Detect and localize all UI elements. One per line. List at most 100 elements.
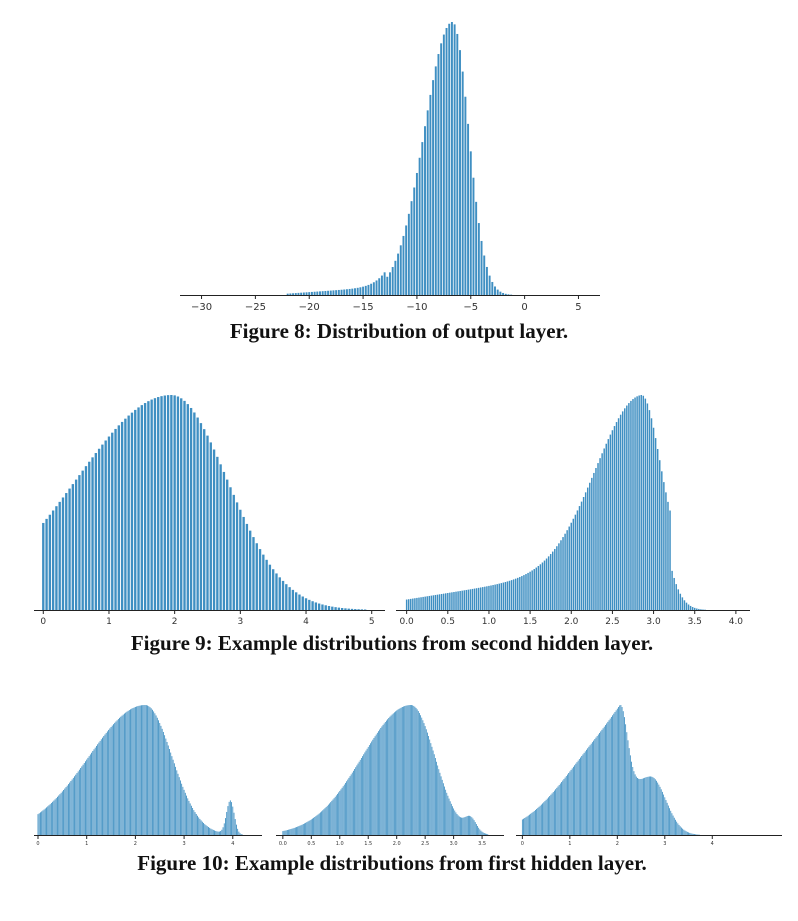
fig9b-bar <box>582 497 585 610</box>
fig10a-bar <box>37 814 39 835</box>
fig9a-bar <box>117 425 120 610</box>
fig9b-bar <box>611 430 614 610</box>
fig10a-bar <box>124 713 125 835</box>
fig9b-bar <box>457 591 459 610</box>
fig10b-bar <box>359 759 361 835</box>
fig10c-bar <box>608 720 610 835</box>
fig10b-bar <box>312 818 313 835</box>
fig9b-bar <box>535 567 538 610</box>
fig10a-bar <box>82 764 84 835</box>
fig10a-bar <box>204 824 206 835</box>
fig10c-bar <box>595 737 597 835</box>
fig9b-bar <box>665 492 667 610</box>
fig10c-tick-label: 2 <box>616 841 619 847</box>
fig10c-bar <box>609 718 611 835</box>
fig10c-bar <box>565 776 567 835</box>
fig10b-bar <box>286 830 288 835</box>
fig10a-bar <box>238 831 240 835</box>
fig10b-bar <box>398 708 400 835</box>
fig9b-bar <box>477 587 480 610</box>
fig10c-bar <box>607 721 609 835</box>
fig9b-bar <box>541 562 544 610</box>
fig8-bar <box>354 288 356 295</box>
fig10c-bar <box>531 812 533 835</box>
fig10b-bar <box>464 817 466 835</box>
fig9a-bar <box>344 608 347 610</box>
fig8-bar <box>324 290 327 295</box>
fig9b-bar <box>702 609 704 610</box>
fig9a-bar <box>193 412 196 610</box>
fig9a-bar <box>120 421 124 610</box>
fig10c-bar <box>692 833 694 835</box>
fig10a-bar <box>110 726 112 835</box>
fig10c-bar <box>625 724 627 835</box>
fig10a-bar <box>177 773 179 835</box>
fig10a-bar <box>53 800 55 835</box>
fig10c-bar <box>568 772 570 835</box>
fig9a-bar <box>68 488 71 610</box>
fig9a-bar <box>78 475 81 610</box>
fig10c-bar <box>536 808 538 835</box>
fig9b-bar <box>455 591 457 610</box>
fig10b-bar <box>468 815 469 835</box>
fig10a-bar <box>208 827 209 835</box>
fig10b-bar <box>316 815 318 835</box>
fig10b-bar <box>343 784 345 835</box>
fig8-bar <box>413 187 416 295</box>
fig9b-bar <box>578 506 581 610</box>
fig10b-bar <box>305 822 307 835</box>
fig10c-bar <box>676 821 678 835</box>
fig10b-bar <box>406 705 408 835</box>
fig9b-bar <box>432 595 435 610</box>
fig9a-bar <box>81 470 84 610</box>
fig10a-bar <box>237 828 239 835</box>
fig9a-bar <box>314 602 318 610</box>
fig10b-bar <box>447 795 449 835</box>
fig8-bar <box>502 292 505 295</box>
fig10a-bar <box>70 781 72 835</box>
fig10a-bar <box>144 705 146 835</box>
fig10c-bar <box>583 752 585 835</box>
fig10b-bar <box>353 770 354 835</box>
fig9b-bar <box>517 577 519 610</box>
fig9b-bar <box>628 403 630 610</box>
fig9b-bar <box>556 546 558 610</box>
fig8-bar <box>378 278 381 295</box>
fig10a-tick-label: 2 <box>134 841 137 847</box>
fig10c-bar <box>584 751 586 835</box>
fig9b-bar <box>484 586 486 610</box>
fig10a-bar <box>85 761 86 835</box>
fig10b-bar <box>471 817 473 835</box>
fig9b-bar <box>537 565 540 610</box>
fig10a-bar <box>77 771 79 835</box>
fig9a-bar <box>203 429 206 610</box>
fig9b-bar <box>667 501 669 610</box>
fig10c-bar <box>665 800 667 835</box>
fig10c-bar <box>572 766 574 835</box>
fig10a-bar <box>178 777 180 835</box>
fig10a-bar <box>48 805 50 835</box>
fig10a-bar <box>97 744 99 835</box>
fig10c-bar <box>685 831 687 835</box>
fig9a-bar <box>58 501 61 610</box>
fig10c-bar <box>552 792 554 835</box>
fig8-bar <box>448 23 451 295</box>
fig10b-bar <box>475 824 477 835</box>
fig10b-bar <box>473 820 475 835</box>
fig10b-bar <box>485 833 486 835</box>
fig10b-bar <box>472 818 474 835</box>
fig9a-bar <box>216 456 219 610</box>
fig10a-bar <box>50 802 52 835</box>
fig8-bar <box>415 172 418 295</box>
fig9a-bar <box>101 444 104 610</box>
fig10a-bar <box>78 769 80 835</box>
fig10a-bar <box>83 762 85 835</box>
fig10c-bar <box>640 778 642 835</box>
fig8-bar <box>343 289 346 295</box>
fig10b-bar <box>320 812 321 835</box>
fig10b-bar <box>317 814 319 835</box>
fig10c-bar <box>523 818 524 835</box>
fig10a-bar <box>57 796 58 835</box>
fig9b-bar <box>504 582 507 610</box>
fig10c-bar <box>594 739 596 835</box>
